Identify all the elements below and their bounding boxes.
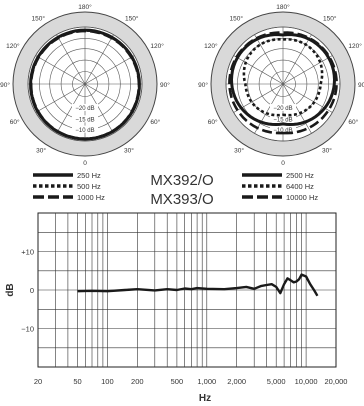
- frequency-response-plot: 20 50 100 200 500 1,000 2,000 5,000 10,000 20,000…: [5, 212, 348, 404]
- response-curve: [77, 273, 319, 297]
- polar-angle-label: 0: [281, 160, 285, 167]
- x-tick-label: 20,000: [325, 377, 348, 386]
- polar-angle-label: 150°: [32, 15, 46, 23]
- polar-angle-label: 120°: [150, 42, 164, 50]
- legend-label: 1000 Hz: [77, 193, 105, 202]
- polar-angle-label: 150°: [125, 15, 139, 23]
- polar-series-2500-hz: [229, 33, 337, 127]
- polar-spoke: [35, 55, 86, 85]
- polar-angle-label: 180°: [78, 3, 92, 11]
- polar-angle-label: 90°: [198, 81, 208, 89]
- polar-plot-left: 180° 150° 120° 90° 60° 30° 0 30° 60° 90° 120° 150° −…: [0, 3, 170, 167]
- polar-series-6400-hz: [242, 37, 324, 117]
- x-tick-label: 50: [73, 377, 81, 386]
- polar-angle-label: 60°: [208, 118, 218, 126]
- polar-angle-label: 30°: [36, 146, 46, 154]
- y-tick-label: −10: [21, 325, 34, 334]
- polar-radial-label: −20 dB: [75, 106, 94, 112]
- legend-label: 2500 Hz: [286, 171, 314, 180]
- x-tick-label: 500: [171, 377, 184, 386]
- x-tick-label: 1,000: [197, 377, 216, 386]
- polar-spoke: [84, 83, 114, 134]
- polar-spoke: [254, 34, 284, 85]
- polar-spoke: [282, 34, 312, 85]
- polar-spoke: [84, 83, 135, 113]
- polar-spoke: [84, 34, 114, 85]
- polar-radial-label-bg: [270, 125, 296, 133]
- legend-label: 6400 Hz: [286, 182, 314, 191]
- polar-radial-label: −15 dB: [75, 118, 94, 124]
- polar-series-10000-hz: [228, 31, 338, 135]
- x-tick-label: 10,000: [295, 377, 318, 386]
- polar-radial-label-bg: [270, 115, 296, 123]
- polar-radial-label-bg: [72, 125, 98, 133]
- polar-angle-label: 90°: [0, 81, 10, 89]
- y-tick-label: +10: [21, 248, 34, 257]
- y-tick-label: 0: [30, 286, 34, 295]
- polar-angle-label: 60°: [150, 118, 160, 126]
- polar-angle-label: 180°: [276, 3, 290, 11]
- polar-spoke: [282, 55, 333, 85]
- legend-right: 2500 Hz 6400 Hz 10000 Hz: [242, 171, 318, 202]
- polar-spoke: [56, 83, 86, 134]
- model-label-1: MX392/O: [150, 172, 213, 189]
- polar-radial-label-bg: [270, 103, 296, 111]
- polar-angle-label: 150°: [230, 15, 244, 23]
- polar-angle-label: 60°: [10, 118, 20, 126]
- x-tick-label: 5,000: [267, 377, 286, 386]
- polar-angle-label: 90°: [160, 81, 170, 89]
- x-tick-label: 20: [34, 377, 42, 386]
- legend-label: 250 Hz: [77, 171, 101, 180]
- polar-angle-label: 60°: [348, 118, 358, 126]
- polar-spoke: [35, 83, 86, 113]
- polar-angle-label: 120°: [204, 42, 218, 50]
- polar-angle-label: 0: [83, 160, 87, 167]
- polar-angle-label: 30°: [322, 146, 332, 154]
- polar-angle-label: 120°: [6, 42, 20, 50]
- x-tick-label: 2,000: [227, 377, 246, 386]
- x-tick-label: 200: [131, 377, 144, 386]
- polar-spoke: [282, 83, 312, 134]
- polar-radial-label: −15 dB: [273, 118, 292, 124]
- polar-plot-right: 180° 150° 120° 90° 60° 30° 0 30° 60° 90° 120° 150° −…: [198, 3, 364, 167]
- x-axis-label: Hz: [199, 393, 211, 404]
- x-tick-label: 100: [101, 377, 114, 386]
- polar-spoke: [254, 83, 284, 134]
- polar-radial-label: −10 dB: [273, 128, 292, 134]
- polar-angle-label: 90°: [358, 81, 364, 89]
- polar-angle-label: 120°: [348, 42, 362, 50]
- legend-label: 500 Hz: [77, 182, 101, 191]
- polar-spoke: [233, 55, 284, 85]
- model-label-2: MX393/O: [150, 191, 213, 208]
- polar-radial-label: −20 dB: [273, 106, 292, 112]
- legend-label: 10000 Hz: [286, 193, 318, 202]
- polar-radial-label: −10 dB: [75, 128, 94, 134]
- polar-spoke: [56, 34, 86, 85]
- polar-radial-label-bg: [72, 103, 98, 111]
- polar-radial-label-bg: [72, 115, 98, 123]
- y-axis-label: dB: [5, 283, 16, 296]
- polar-angle-label: 30°: [124, 146, 134, 154]
- polar-angle-label: 30°: [234, 146, 244, 154]
- legend-left: 250 Hz 500 Hz 1000 Hz: [33, 171, 105, 202]
- polar-series-1000-hz: [29, 29, 141, 141]
- polar-angle-label: 150°: [323, 15, 337, 23]
- polar-spoke: [84, 55, 135, 85]
